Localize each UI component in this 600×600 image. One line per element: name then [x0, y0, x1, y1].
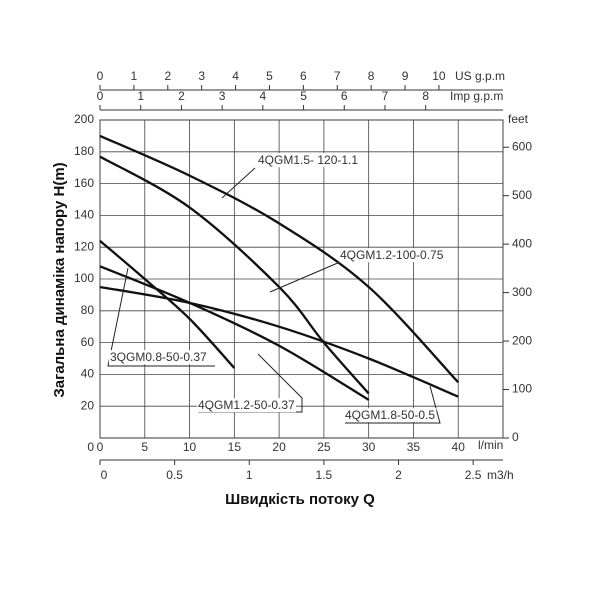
top-axis-tick-label: 5	[300, 89, 307, 103]
top-axis-tick-label: 4	[260, 89, 267, 103]
x-tick-label: 15	[228, 440, 242, 454]
curve-label: 4QGM1.2-100-0.75	[340, 248, 444, 262]
y-tick-label: 200	[74, 112, 94, 126]
y2-unit: feet	[508, 112, 529, 126]
x-tick-label: 10	[183, 440, 197, 454]
top-axis-tick-label: 10	[432, 69, 446, 83]
top-axis-tick-label: 1	[131, 69, 138, 83]
y-tick-label: 20	[81, 398, 95, 412]
y-axis-label: Загальна динаміка напору H(m)	[51, 162, 68, 397]
y-tick-label: 160	[74, 176, 94, 190]
top-axis-tick-label: 6	[300, 69, 307, 83]
y2-tick-label: 500	[512, 188, 532, 202]
x-tick-label: 30	[362, 440, 376, 454]
curve-label: 3QGM0.8-50-0.37	[110, 350, 207, 364]
y-tick-label: 140	[74, 208, 94, 222]
curve-label-bg	[197, 398, 297, 413]
top-axis-tick-label: 1	[137, 89, 144, 103]
pump-curve	[99, 265, 370, 401]
top-axis-unit: US g.p.m	[455, 69, 505, 83]
x-tick-label: 20	[272, 440, 286, 454]
top-axis-tick-label: 9	[402, 69, 409, 83]
y-tick-label: 80	[81, 303, 95, 317]
curve-label: 4QGM1.5- 120-1.1	[258, 153, 358, 167]
top-axis-unit: Imp g.p.m	[450, 89, 503, 103]
top-axis-tick-label: 0	[97, 89, 104, 103]
x-axis-label: Швидкість потоку Q	[225, 491, 375, 508]
x-tick-label: 5	[141, 440, 148, 454]
y-tick-label: 120	[74, 239, 94, 253]
y-zero-label: 0	[87, 440, 94, 454]
pump-curve	[99, 155, 370, 395]
top-axis-tick-label: 7	[334, 69, 341, 83]
y2-tick-label: 0	[512, 430, 519, 444]
y2-tick-label: 300	[512, 285, 532, 299]
top-axis-tick-label: 2	[178, 89, 185, 103]
y2-tick-label: 400	[512, 236, 532, 250]
y-tick-label: 180	[74, 144, 94, 158]
top-axis-tick-label: 4	[232, 69, 239, 83]
x-tick-label: 40	[452, 440, 466, 454]
top-axis-tick-label: 3	[198, 69, 205, 83]
top-axis-tick-label: 6	[341, 89, 348, 103]
y-tick-label: 40	[81, 367, 95, 381]
curve-label-bg	[109, 350, 209, 365]
x-tick-label: 35	[407, 440, 421, 454]
y2-tick-label: 100	[512, 382, 532, 396]
curve-label: 4QGM1.8-50-0.5	[345, 408, 435, 422]
bottom-axis-tick-label: 0.5	[166, 468, 183, 482]
bottom-axis-tick-label: 1	[246, 468, 253, 482]
x-unit: l/min	[478, 438, 503, 452]
y2-tick-label: 600	[512, 139, 532, 153]
pump-curve	[99, 285, 459, 398]
top-axis-tick-label: 2	[164, 69, 171, 83]
y-tick-label: 60	[81, 335, 95, 349]
curve-label: 4QGM1.2-50-0.37	[198, 398, 295, 412]
top-axis-tick-label: 0	[97, 69, 104, 83]
y-tick-label: 100	[74, 271, 94, 285]
top-axis-tick-label: 8	[422, 89, 429, 103]
bottom-axis-tick-label: 2.5	[465, 468, 482, 482]
top-axis-tick-label: 7	[382, 89, 389, 103]
pump-curve	[99, 134, 460, 384]
annotation-leader	[345, 385, 441, 424]
curve-label-bg	[344, 408, 437, 423]
bottom-axis-tick-label: 2	[395, 468, 402, 482]
curve-label-bg	[257, 153, 360, 168]
top-axis-tick-label: 8	[368, 69, 375, 83]
annotation-leader	[107, 267, 215, 367]
bottom-axis-tick-label: 0	[101, 468, 108, 482]
x-tick-label: 0	[97, 440, 104, 454]
annotation-leader	[269, 261, 341, 293]
bottom-axis-unit: m3/h	[487, 468, 514, 482]
annotation-leader	[221, 167, 256, 199]
x-tick-label: 25	[317, 440, 331, 454]
bottom-axis-tick-label: 1.5	[316, 468, 333, 482]
curve-label-bg	[339, 248, 445, 263]
top-axis-tick-label: 3	[219, 89, 226, 103]
top-axis-tick-label: 5	[266, 69, 273, 83]
y2-tick-label: 200	[512, 333, 532, 347]
pump-curve	[99, 239, 236, 369]
